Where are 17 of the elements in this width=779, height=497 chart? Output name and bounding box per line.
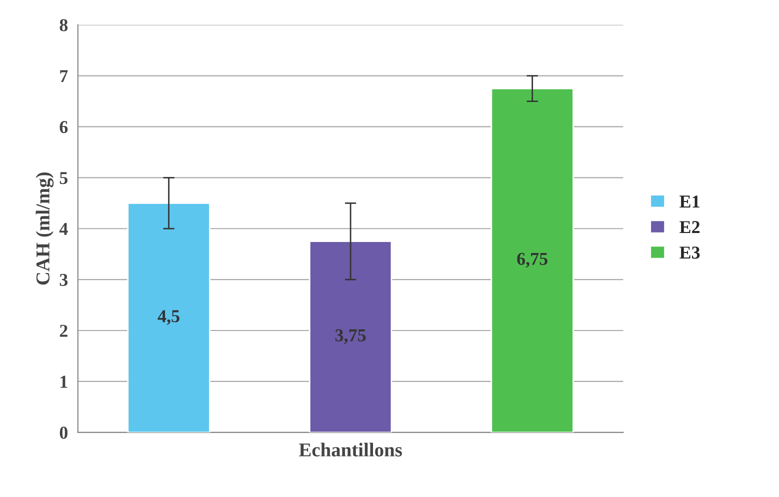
legend-label: E1 [680, 196, 700, 208]
x-axis-title: Echantillons [299, 442, 402, 456]
y-tick-label: 0 [60, 426, 68, 439]
y-tick-label: 4 [59, 223, 68, 235]
y-tick-label: 2 [60, 324, 68, 337]
data-label: 3,75 [335, 329, 366, 344]
y-tick-label: 6 [60, 121, 68, 134]
y-tick-label: 7 [60, 70, 68, 82]
legend-label: E2 [680, 221, 700, 234]
legend-label: E3 [680, 246, 700, 259]
y-tick-label: 1 [60, 376, 68, 388]
y-tick-label: 3 [60, 274, 68, 286]
y-axis-title: CAH (ml/mg) [36, 172, 54, 285]
data-label: 6,75 [517, 252, 548, 268]
y-tick-label: 5 [60, 172, 68, 184]
y-tick-label: 8 [60, 19, 68, 32]
data-label: 4,5 [158, 310, 180, 325]
